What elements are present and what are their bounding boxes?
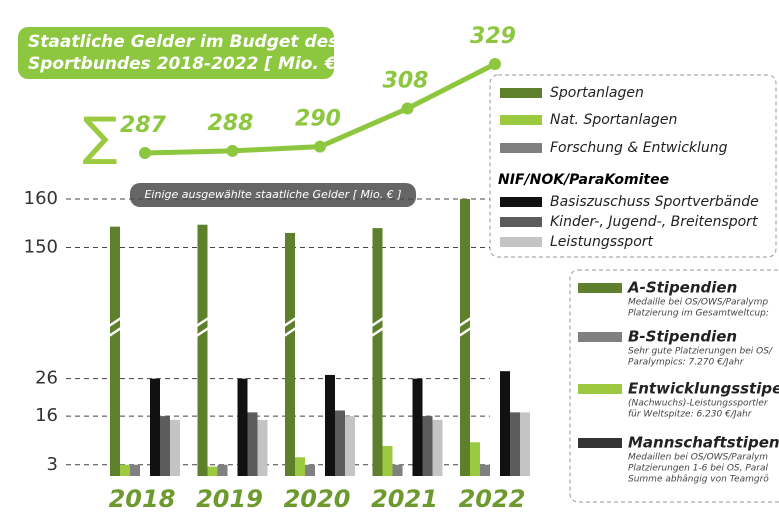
legend-label: Nat. Sportanlagen <box>550 112 677 128</box>
stipend-text: Medaille bei OS/OWS/Paralymp <box>628 298 768 308</box>
bar <box>382 446 393 476</box>
stipend-text: Platzierungen 1-6 bei OS, Paral <box>628 464 769 474</box>
stipend-swatch <box>578 283 622 293</box>
axis-break <box>370 316 385 328</box>
legend-label: Leistungssport <box>550 234 654 250</box>
line-point <box>401 102 414 115</box>
line-point <box>139 147 151 159</box>
bar <box>197 224 208 476</box>
bar <box>247 412 258 476</box>
y-tick-label: 26 <box>35 368 58 389</box>
legend-swatch <box>500 115 542 125</box>
bar <box>295 457 305 476</box>
bar <box>480 464 490 476</box>
legend-heading: NIF/NOK/ParaKomitee <box>498 172 669 188</box>
line-point <box>314 140 326 153</box>
title-box <box>18 27 334 79</box>
data-label: 287 <box>120 113 167 138</box>
bar <box>392 464 403 476</box>
bar <box>130 464 140 476</box>
axis-break <box>458 316 472 328</box>
stipend-text: Medaillen bei OS/OWS/Paralym <box>628 453 768 463</box>
data-label: 329 <box>470 24 516 49</box>
legend-label: Basiszuschuss Sportverbände <box>550 194 759 210</box>
sum-symbol: ∑ <box>82 107 117 167</box>
bar-title: Einige ausgewählte staatliche Gelder [ M… <box>144 188 401 201</box>
bar <box>470 442 480 476</box>
bar <box>345 416 355 476</box>
bar <box>237 378 248 476</box>
stipend-name: A-Stipendien <box>627 279 737 297</box>
legend-swatch <box>500 217 542 227</box>
stipend-text: Platzierung im Gesamtweltcup: <box>628 309 769 319</box>
legend-swatch <box>500 143 542 153</box>
bar <box>170 419 180 476</box>
legend-swatch <box>500 88 542 98</box>
y-tick-label: 160 <box>24 188 58 209</box>
bar <box>207 466 218 476</box>
stipend-text: für Weltspitze: 6.230 €/Jahr <box>628 410 753 420</box>
stipend-name: Entwicklungsstipend <box>628 380 779 398</box>
bar <box>160 416 170 476</box>
axis-break <box>195 316 210 328</box>
y-tick-label: 16 <box>35 405 58 426</box>
legend-label: Kinder-, Jugend-, Breitensport <box>550 214 758 230</box>
stipend-swatch <box>578 438 622 448</box>
axis-break <box>283 326 297 338</box>
stipend-swatch <box>578 332 622 342</box>
y-tick-label: 3 <box>47 454 58 475</box>
bar <box>257 419 268 476</box>
bar <box>325 374 335 476</box>
legend-swatch <box>500 237 542 247</box>
bar <box>335 410 345 476</box>
bar <box>460 199 470 476</box>
legend-swatch <box>500 197 542 207</box>
line-point <box>489 58 501 70</box>
bar <box>372 228 383 476</box>
bar <box>110 226 120 476</box>
axis-break <box>108 316 122 328</box>
bar <box>285 232 295 476</box>
axis-break <box>370 326 385 338</box>
stipend-box <box>569 269 779 503</box>
bar <box>500 371 510 476</box>
axis-break <box>195 326 210 338</box>
x-tick-label: 2020 <box>284 485 351 513</box>
axis-break <box>283 316 297 328</box>
bar-title-box <box>130 183 416 207</box>
stipend-name: B-Stipendien <box>628 328 737 346</box>
legend-box <box>489 74 777 258</box>
line-point <box>226 144 239 157</box>
bar <box>510 412 520 476</box>
bar <box>305 464 315 476</box>
bar <box>150 378 160 476</box>
data-label: 288 <box>208 111 254 136</box>
y-tick-label: 150 <box>24 237 58 258</box>
stipend-text: Sehr gute Platzierungen bei OS/ <box>628 347 773 357</box>
stipend-text: Paralympics: 7.270 €/Jahr <box>628 358 745 368</box>
x-tick-label: 2019 <box>196 485 263 513</box>
stipend-text: (Nachwuchs)-Leistungssportler <box>628 399 769 409</box>
axis-break <box>458 326 472 338</box>
legend-label: Forschung & Entwicklung <box>550 140 728 156</box>
axis-break <box>108 326 122 338</box>
bar <box>217 464 228 476</box>
stipend-swatch <box>578 384 622 394</box>
stipend-name: Mannschaftstipendie <box>628 434 779 452</box>
legend-label: Sportanlagen <box>550 85 644 101</box>
bar <box>120 464 130 476</box>
bar <box>412 378 423 476</box>
bar <box>422 416 433 476</box>
data-label: 308 <box>383 69 429 94</box>
bar <box>520 412 530 476</box>
x-tick-label: 2022 <box>459 485 526 513</box>
data-label: 290 <box>295 107 341 132</box>
bar <box>432 419 443 476</box>
x-tick-label: 2018 <box>109 485 176 513</box>
chart-title: Staatliche Gelder im Budget des Sportbund… <box>28 32 351 74</box>
stipend-text: Summe abhängig von Teamgrö <box>628 475 769 485</box>
x-tick-label: 2021 <box>371 485 438 513</box>
